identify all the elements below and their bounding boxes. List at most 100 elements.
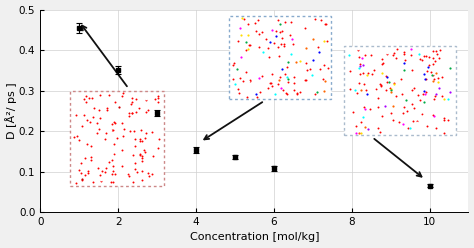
Point xyxy=(45,11,52,15)
Point xyxy=(44,126,51,130)
Point xyxy=(46,99,54,103)
Point xyxy=(66,4,73,8)
Point xyxy=(66,21,73,25)
Point xyxy=(41,128,48,132)
Point xyxy=(44,108,52,112)
Point xyxy=(43,134,51,138)
Point xyxy=(43,30,51,33)
Point xyxy=(45,29,52,33)
Point xyxy=(70,29,78,33)
Point xyxy=(72,39,79,43)
Point xyxy=(46,139,54,143)
Point xyxy=(43,93,51,97)
Point xyxy=(44,45,52,49)
Point xyxy=(43,128,51,132)
Point xyxy=(71,14,79,18)
Point xyxy=(73,11,81,15)
Point xyxy=(46,68,53,72)
Point xyxy=(40,111,47,115)
Point xyxy=(45,150,53,154)
Point xyxy=(65,0,73,2)
Point xyxy=(45,130,53,134)
Point xyxy=(45,134,52,138)
Point xyxy=(71,16,79,20)
Point xyxy=(45,12,52,16)
Point xyxy=(43,35,51,39)
Point xyxy=(46,2,53,6)
Point xyxy=(46,0,53,2)
Point xyxy=(46,132,54,136)
Point xyxy=(70,8,77,12)
Point xyxy=(46,52,54,56)
Point xyxy=(42,147,49,151)
Point xyxy=(65,52,73,56)
Point xyxy=(43,151,50,155)
Point xyxy=(70,41,77,45)
Point xyxy=(47,63,55,67)
Point xyxy=(46,146,53,150)
Point xyxy=(42,23,49,27)
Point xyxy=(45,64,53,68)
Point xyxy=(40,102,48,106)
Point xyxy=(47,81,55,85)
Point xyxy=(43,144,50,148)
Point xyxy=(73,30,81,34)
Point xyxy=(70,0,77,4)
Point xyxy=(46,86,54,90)
Point xyxy=(71,29,78,32)
Point xyxy=(73,22,81,26)
Point xyxy=(46,82,54,86)
Point xyxy=(40,131,48,135)
Point xyxy=(45,47,52,51)
Point xyxy=(67,19,75,23)
Point xyxy=(68,0,75,1)
Point xyxy=(71,29,78,33)
Point xyxy=(73,42,80,46)
Point xyxy=(43,106,51,110)
Point xyxy=(47,0,55,3)
Point xyxy=(46,62,54,66)
Point xyxy=(65,1,73,5)
Point xyxy=(42,130,50,134)
Point xyxy=(46,6,54,10)
Point xyxy=(45,18,52,22)
Point xyxy=(70,43,78,47)
Point xyxy=(46,127,53,131)
Point xyxy=(40,17,47,21)
Point xyxy=(72,18,80,22)
Point xyxy=(46,49,54,53)
Point xyxy=(44,144,52,148)
Point xyxy=(46,67,53,71)
Point xyxy=(42,137,49,141)
Bar xyxy=(70,91,164,186)
Point xyxy=(68,31,75,35)
Point xyxy=(67,51,75,55)
Point xyxy=(40,152,47,155)
Point xyxy=(46,47,53,51)
Point xyxy=(41,132,48,136)
Point xyxy=(44,118,52,122)
Point xyxy=(42,52,50,56)
Point xyxy=(44,61,51,65)
Point xyxy=(66,3,74,7)
Point xyxy=(41,49,48,53)
Point xyxy=(72,17,80,21)
Point xyxy=(70,2,78,6)
X-axis label: Concentration [mol/kg]: Concentration [mol/kg] xyxy=(190,232,319,243)
Point xyxy=(41,31,48,34)
Point xyxy=(42,121,49,125)
Point xyxy=(70,13,77,17)
Point xyxy=(41,62,49,65)
Point xyxy=(46,96,53,100)
Point xyxy=(67,0,75,4)
Point xyxy=(66,0,73,4)
Point xyxy=(46,93,53,97)
Point xyxy=(41,102,49,106)
Point xyxy=(43,74,51,78)
Point xyxy=(45,124,53,128)
Point xyxy=(67,42,75,46)
Point xyxy=(42,5,49,9)
Point xyxy=(42,145,49,149)
Point xyxy=(45,13,52,17)
Point xyxy=(45,47,53,51)
